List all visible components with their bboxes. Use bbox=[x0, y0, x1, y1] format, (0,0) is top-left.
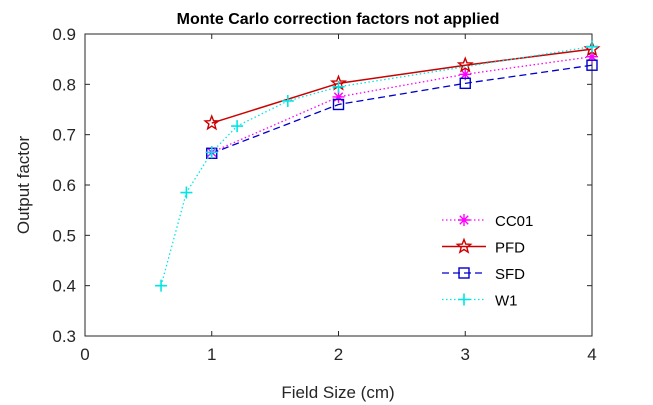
series-w1 bbox=[155, 40, 598, 292]
y-tick-label: 0.9 bbox=[52, 25, 76, 44]
data-point bbox=[332, 98, 345, 111]
x-tick-label: 3 bbox=[461, 345, 470, 364]
y-tick-label: 0.7 bbox=[52, 126, 76, 145]
legend-label: CC01 bbox=[495, 213, 533, 230]
data-point bbox=[459, 68, 472, 81]
legend-item: SFD bbox=[442, 266, 525, 283]
x-tick-label: 4 bbox=[587, 345, 596, 364]
data-point bbox=[455, 237, 473, 254]
data-point bbox=[586, 40, 598, 53]
data-point bbox=[205, 146, 218, 159]
x-tick-label: 2 bbox=[334, 345, 343, 364]
y-tick-label: 0.4 bbox=[52, 277, 76, 296]
series-layer bbox=[155, 40, 601, 292]
legend-item: CC01 bbox=[442, 213, 533, 230]
data-point bbox=[459, 77, 471, 90]
chart-title: Monte Carlo correction factors not appli… bbox=[177, 11, 500, 28]
data-point bbox=[281, 94, 294, 107]
x-axis: 0 1 2 3 4 bbox=[80, 34, 597, 364]
x-tick-label: 1 bbox=[207, 345, 216, 364]
series-line bbox=[211, 48, 593, 124]
y-tick-label: 0.6 bbox=[52, 176, 76, 195]
legend-label: SFD bbox=[495, 266, 525, 283]
y-tick-label: 0.5 bbox=[52, 226, 76, 245]
legend-item: W1 bbox=[442, 293, 518, 310]
data-point bbox=[203, 114, 221, 131]
data-point bbox=[586, 59, 598, 71]
x-tick-label: 0 bbox=[80, 345, 89, 364]
data-point bbox=[180, 186, 193, 199]
x-axis-title: Field Size (cm) bbox=[281, 383, 394, 402]
data-point bbox=[458, 214, 470, 226]
series-cc01 bbox=[205, 50, 598, 159]
legend-label: W1 bbox=[495, 293, 518, 310]
series-sfd bbox=[206, 59, 598, 159]
legend: CC01 PFD SFD W1 bbox=[442, 213, 533, 310]
legend-label: PFD bbox=[495, 240, 525, 257]
data-point bbox=[231, 120, 244, 133]
y-tick-label: 0.8 bbox=[52, 75, 76, 94]
data-point bbox=[458, 293, 470, 306]
series-line bbox=[160, 45, 593, 286]
y-axis-title: Output factor bbox=[14, 136, 33, 235]
data-point bbox=[586, 50, 598, 63]
data-point bbox=[155, 279, 168, 292]
data-point bbox=[456, 56, 474, 73]
data-point bbox=[332, 90, 345, 103]
data-point bbox=[458, 267, 470, 279]
data-point bbox=[332, 80, 345, 93]
series-line bbox=[211, 56, 593, 153]
series-line bbox=[211, 64, 593, 154]
y-tick-label: 0.3 bbox=[52, 327, 76, 346]
legend-item: PFD bbox=[442, 237, 525, 257]
y-axis: 0.3 0.4 0.5 0.6 0.7 0.8 0.9 bbox=[52, 25, 592, 346]
